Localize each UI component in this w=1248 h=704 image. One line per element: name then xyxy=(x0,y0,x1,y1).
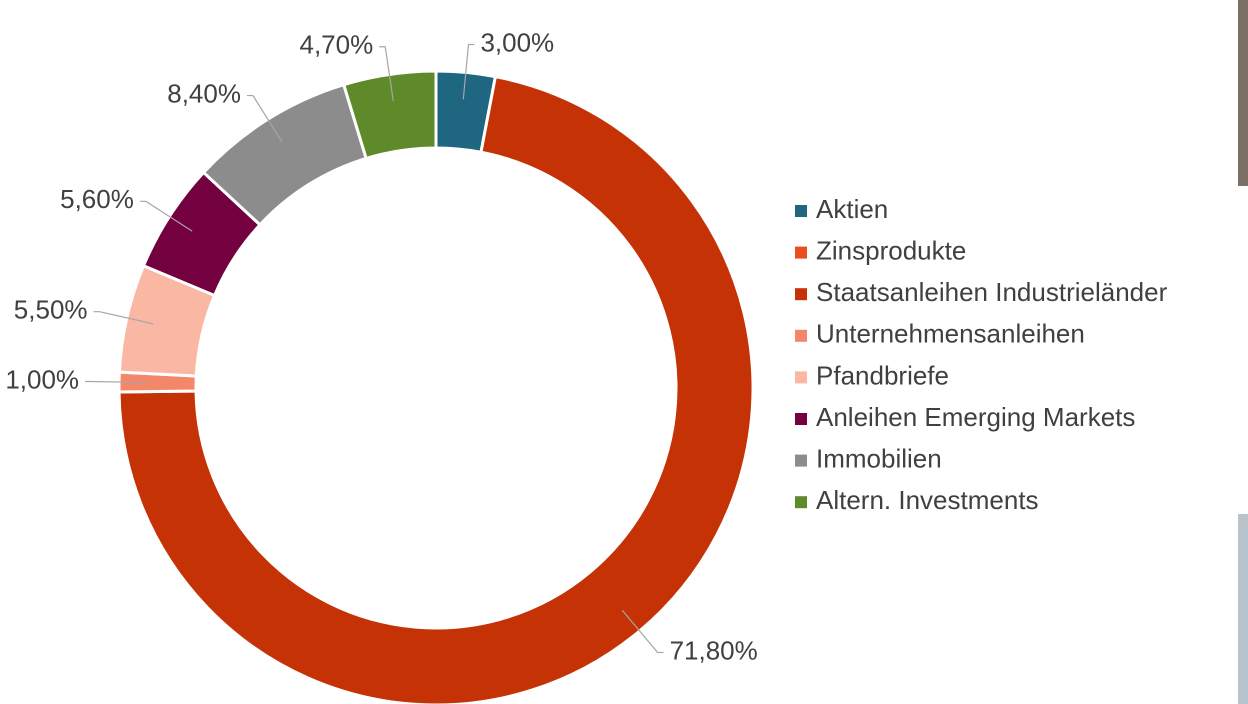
legend-label: Staatsanleihen Industrieländer xyxy=(816,277,1168,307)
data-label: 71,80% xyxy=(670,635,758,665)
legend-swatch xyxy=(795,413,807,425)
legend-label: Altern. Investments xyxy=(816,485,1039,515)
legend-label: Pfandbriefe xyxy=(816,360,949,390)
donut-slice xyxy=(341,69,438,161)
leader-line xyxy=(139,200,193,232)
legend-swatch xyxy=(795,371,807,384)
legend-swatch xyxy=(795,454,807,467)
data-label: 8,40% xyxy=(167,78,241,108)
legend-swatch xyxy=(795,288,807,301)
leader-line xyxy=(379,46,394,102)
donut-slice xyxy=(117,74,755,704)
leader-line xyxy=(246,94,283,143)
thumbnail xyxy=(1238,514,1248,704)
leader-line xyxy=(462,43,475,100)
legend-label: Aktien xyxy=(816,194,888,224)
thumbnail xyxy=(1238,0,1248,186)
data-label: 4,70% xyxy=(300,30,374,60)
legend-swatch xyxy=(795,246,807,259)
legend-label: Anleihen Emerging Markets xyxy=(816,402,1135,432)
leader-line xyxy=(621,609,664,654)
legend-label: Zinsprodukte xyxy=(816,235,966,265)
legend-swatch xyxy=(795,329,807,342)
legend-swatch xyxy=(795,496,807,509)
data-label: 5,60% xyxy=(60,184,134,214)
legend-label: Immobilien xyxy=(816,443,942,473)
leader-line xyxy=(93,311,154,325)
data-label: 1,00% xyxy=(5,364,79,394)
legend-label: Unternehmensanleihen xyxy=(816,319,1085,349)
leader-line xyxy=(85,380,147,384)
data-label: 5,50% xyxy=(14,295,88,325)
legend-swatch xyxy=(795,205,807,217)
data-label: 3,00% xyxy=(480,27,554,57)
